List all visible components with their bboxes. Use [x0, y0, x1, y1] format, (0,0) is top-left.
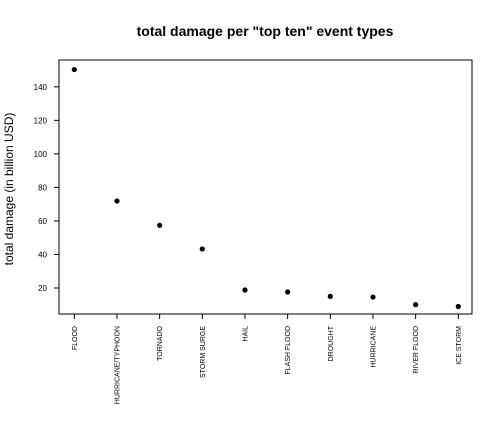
- x-tick-label: STORM SURGE: [200, 326, 207, 378]
- y-tick-label: 20: [38, 284, 47, 293]
- data-point: [242, 287, 248, 293]
- y-tick-label: 80: [38, 183, 47, 192]
- y-tick-label: 40: [38, 250, 47, 259]
- y-tick-label: 60: [38, 217, 47, 226]
- y-axis-label: total damage (in billion USD): [2, 113, 16, 266]
- data-point: [199, 246, 205, 252]
- data-point: [455, 303, 461, 310]
- x-tick-label: ICE STORM: [456, 326, 463, 365]
- x-tick-label: HURRICANE: [370, 326, 377, 368]
- y-axis: 20 40 60 80 100 120 140: [34, 83, 60, 293]
- y-tick-label: 140: [34, 83, 48, 92]
- data-point: [114, 198, 120, 204]
- y-tick-label: 100: [34, 150, 48, 159]
- data-point: [327, 293, 333, 299]
- x-tick-label: TORNADO: [157, 325, 164, 360]
- data-point: [413, 302, 419, 308]
- data-point: [157, 222, 163, 228]
- x-tick-label: HURRICANE/TYPHOON: [114, 326, 121, 404]
- data-points: [71, 66, 461, 310]
- chart-title: total damage per "top ten" event types: [137, 23, 394, 39]
- plot-area-border: [58, 59, 473, 315]
- x-tick-label: FLASH FLOOD: [285, 326, 292, 375]
- x-axis: FLOOD HURRICANE/TYPHOON TORNADO STORM SURGE…: [72, 313, 463, 404]
- x-tick-label: DROUGHT: [328, 325, 335, 361]
- x-tick-label: RIVER FLOOD: [413, 326, 420, 373]
- y-tick-label: 120: [34, 116, 48, 125]
- x-tick-label: FLOOD: [72, 326, 79, 350]
- data-point: [370, 294, 376, 300]
- x-tick-label: HAIL: [242, 326, 249, 342]
- data-point: [285, 289, 291, 295]
- data-point: [71, 66, 77, 73]
